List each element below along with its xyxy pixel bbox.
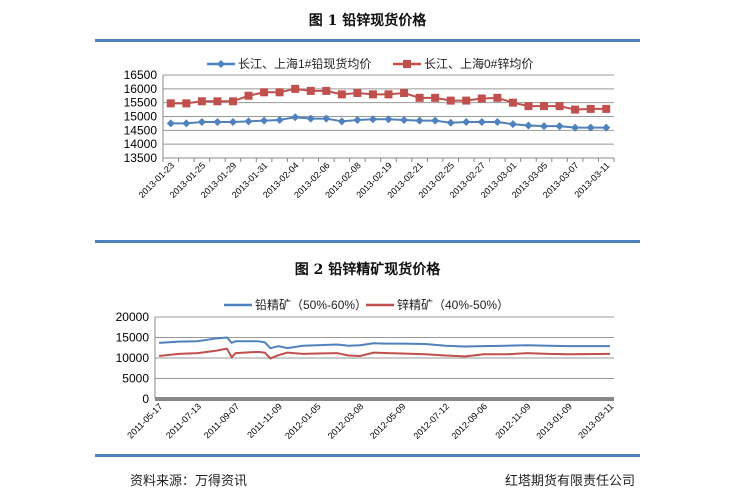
data-point-diamond (571, 123, 580, 132)
y-tick-label: 15000 (124, 110, 158, 124)
data-point-diamond (306, 114, 315, 123)
data-point-square (368, 90, 377, 99)
data-point-square (508, 98, 517, 107)
data-point-square (228, 97, 237, 106)
y-tick-label: 14000 (124, 137, 158, 151)
x-tick-label: 2012-09-06 (449, 401, 489, 441)
y-tick-label: 15000 (116, 331, 150, 345)
data-point-diamond (586, 123, 595, 132)
y-tick-label: 15500 (124, 96, 158, 110)
data-point-diamond (353, 115, 362, 124)
x-tick-label: 2011-07-13 (164, 401, 203, 440)
legend-marker-diamond (217, 60, 225, 68)
x-tick-label: 2012-11-09 (493, 401, 532, 440)
data-point-square (524, 102, 533, 111)
data-point-diamond (260, 116, 269, 125)
data-point-square (182, 99, 191, 108)
chart2: 0 5000 10000 15000 20000 2011-05-17 2011-07-13… (116, 298, 616, 441)
data-point-square (384, 90, 393, 99)
data-point-square (493, 93, 502, 102)
data-point-diamond (508, 120, 517, 129)
y-tick-label: 16500 (124, 68, 158, 82)
y-tick-label: 16000 (124, 82, 158, 96)
data-point-square (555, 102, 564, 111)
divider (95, 240, 640, 243)
figure2-title: 图 2 铅锌精矿现货价格 (294, 262, 441, 278)
data-point-diamond (462, 118, 471, 127)
x-tick-label: 2012-01-05 (283, 401, 323, 441)
data-point-square (337, 90, 346, 99)
data-point-diamond (493, 118, 502, 127)
data-point-square (446, 96, 455, 105)
x-tick-label: 2012-05-09 (368, 401, 408, 441)
data-point-diamond (182, 119, 191, 128)
data-point-diamond (400, 115, 409, 124)
x-tick-label: 2012-07-12 (411, 401, 451, 441)
x-tick-label: 2011-09-07 (202, 401, 241, 440)
x-tick-label: 2011-05-17 (125, 401, 164, 440)
data-point-square (602, 104, 611, 113)
data-point-diamond (602, 123, 611, 132)
data-point-square (291, 84, 300, 93)
data-point-diamond (244, 117, 253, 126)
data-point-square (353, 88, 362, 97)
y-tick-label: 10000 (116, 351, 150, 365)
legend-marker-square (403, 60, 411, 68)
y-tick-label: 13500 (124, 151, 158, 165)
figure1-title: 图 1 铅锌现货价格 (308, 13, 427, 29)
data-point-diamond (555, 122, 564, 131)
data-point-diamond (337, 117, 346, 126)
data-point-square (322, 86, 331, 95)
data-point-square (540, 102, 549, 111)
data-point-square (213, 97, 222, 106)
divider (95, 39, 640, 42)
source-note: 资料来源：万得资讯 (130, 474, 248, 489)
data-point-diamond (228, 118, 237, 127)
data-point-square (477, 94, 486, 103)
legend-label: 长江、上海1#铅现货均价 (238, 56, 371, 71)
data-point-square (260, 88, 269, 97)
data-point-diamond (197, 118, 206, 127)
series-line-1 (158, 336, 610, 350)
legend-label: 铅精矿（50%-60%） (255, 298, 367, 312)
y-tick-label: 14500 (124, 123, 158, 137)
data-point-diamond (166, 119, 175, 128)
x-tick-label: 2013-03-11 (576, 401, 615, 440)
y-tick-label: 20000 (116, 310, 150, 324)
chart1: 135001400014500150001550016000165002013-… (124, 56, 615, 200)
data-point-square (586, 104, 595, 113)
data-point-diamond (368, 115, 377, 124)
data-point-diamond (540, 122, 549, 131)
data-point-diamond (431, 116, 440, 125)
legend-label: 锌精矿（40%-50%） (397, 298, 509, 312)
data-point-square (244, 91, 253, 100)
data-point-square (275, 88, 284, 97)
data-point-diamond (275, 115, 284, 124)
data-point-square (571, 105, 580, 114)
data-point-square (197, 97, 206, 106)
x-tick-label: 2013-01-09 (534, 401, 574, 441)
data-point-diamond (524, 121, 533, 130)
series-line-2 (158, 347, 611, 360)
data-point-square (415, 93, 424, 102)
data-point-square (400, 88, 409, 97)
data-point-diamond (291, 113, 300, 122)
data-point-square (166, 99, 175, 108)
y-tick-label: 5000 (122, 372, 149, 386)
x-tick-label: 2011-11-09 (245, 401, 284, 440)
y-tick-label: 0 (142, 392, 149, 406)
company-name: 红塔期货有限责任公司 (504, 474, 635, 489)
data-point-diamond (213, 118, 222, 127)
x-tick-label: 2012-03-08 (326, 401, 366, 441)
divider (95, 454, 640, 457)
data-point-diamond (415, 116, 424, 125)
data-point-square (431, 93, 440, 102)
data-point-diamond (446, 118, 455, 127)
data-point-diamond (384, 115, 393, 124)
data-point-diamond (322, 114, 331, 123)
legend-label: 长江、上海0#锌均价 (424, 56, 533, 71)
data-point-square (306, 86, 315, 95)
data-point-diamond (477, 118, 486, 127)
data-point-square (462, 96, 471, 105)
